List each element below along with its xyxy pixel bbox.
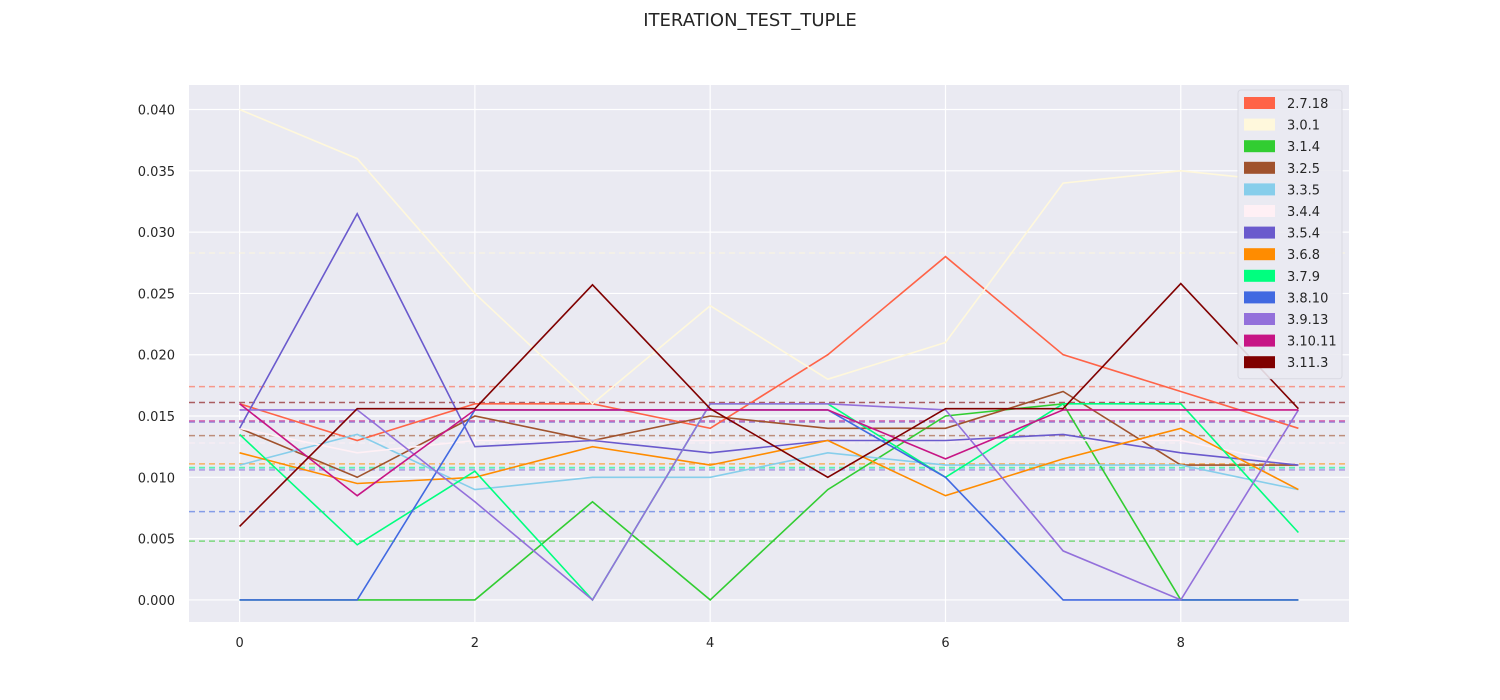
legend-label-3.5.4: 3.5.4	[1287, 227, 1320, 242]
legend-swatch-3.2.5	[1244, 161, 1275, 174]
y-tick-label: 0.030	[138, 226, 175, 241]
legend-label-3.7.9: 3.7.9	[1287, 270, 1320, 285]
legend-swatch-3.3.5	[1244, 183, 1275, 196]
y-tick-label: 0.040	[138, 104, 175, 119]
y-tick-label: 0.035	[138, 165, 175, 180]
legend-label-3.6.8: 3.6.8	[1287, 248, 1320, 263]
legend-label-3.1.4: 3.1.4	[1287, 140, 1320, 155]
y-tick-label: 0.015	[138, 410, 175, 425]
series-line-2.7.18	[239, 255, 1299, 442]
legend-swatch-3.8.10	[1244, 291, 1275, 304]
legend-swatch-3.11.3	[1244, 356, 1275, 369]
plot-area	[189, 85, 1349, 622]
legend-swatch-3.10.11	[1244, 334, 1275, 347]
legend-swatch-3.1.4	[1244, 140, 1275, 153]
legend: 2.7.18 3.0.1 3.1.4 3.2.5 3.3.5 3.4.4 3.5.4 3.6.…	[1237, 89, 1343, 380]
x-tick-label: 8	[1177, 636, 1185, 651]
grid	[189, 85, 1349, 622]
series-line-3.4.4	[239, 427, 1299, 466]
y-axis: 0.000 0.005 0.010 0.015 0.020 0.025 0.030 0.035…	[138, 104, 175, 609]
series-line-3.10.11	[239, 403, 1299, 497]
legend-label-3.10.11: 3.10.11	[1287, 335, 1337, 350]
y-tick-label: 0.020	[138, 349, 175, 364]
legend-swatch-3.9.13	[1244, 313, 1275, 325]
x-tick-label: 2	[471, 636, 479, 651]
legend-label-3.8.10: 3.8.10	[1287, 291, 1328, 306]
legend-swatch-3.6.8	[1244, 248, 1275, 261]
series-line-3.6.8	[239, 427, 1299, 497]
legend-label-3.3.5: 3.3.5	[1287, 183, 1320, 198]
legend-swatch-3.5.4	[1244, 226, 1275, 239]
series-line-3.11.3	[239, 282, 1299, 527]
y-tick-label: 0.025	[138, 287, 175, 302]
legend-swatch-3.4.4	[1244, 205, 1275, 217]
legend-label-2.7.18: 2.7.18	[1287, 97, 1328, 112]
series-line-3.0.1	[239, 108, 1299, 405]
x-axis: 0 2 4 6 8	[235, 636, 1184, 651]
series-lines	[238, 108, 1300, 602]
legend-label-3.4.4: 3.4.4	[1287, 205, 1320, 220]
series-line-3.9.13	[239, 402, 1300, 602]
x-tick-label: 6	[941, 636, 949, 651]
legend-label-3.11.3: 3.11.3	[1287, 356, 1328, 371]
series-line-3.3.5	[239, 433, 1299, 491]
chart-title: ITERATION_TEST_TUPLE	[643, 10, 857, 31]
legend-label-3.2.5: 3.2.5	[1287, 162, 1320, 177]
legend-swatch-3.7.9	[1244, 269, 1275, 282]
y-tick-label: 0.010	[138, 471, 175, 486]
legend-label-3.0.1: 3.0.1	[1287, 119, 1320, 134]
x-tick-label: 0	[235, 636, 243, 651]
y-tick-label: 0.000	[138, 594, 175, 609]
x-tick-label: 4	[706, 636, 714, 651]
legend-swatch-3.0.1	[1244, 118, 1275, 131]
legend-swatch-2.7.18	[1244, 97, 1275, 109]
y-tick-label: 0.005	[138, 533, 175, 548]
series-line-3.1.4	[239, 402, 1299, 601]
legend-label-3.9.13: 3.9.13	[1287, 313, 1328, 328]
